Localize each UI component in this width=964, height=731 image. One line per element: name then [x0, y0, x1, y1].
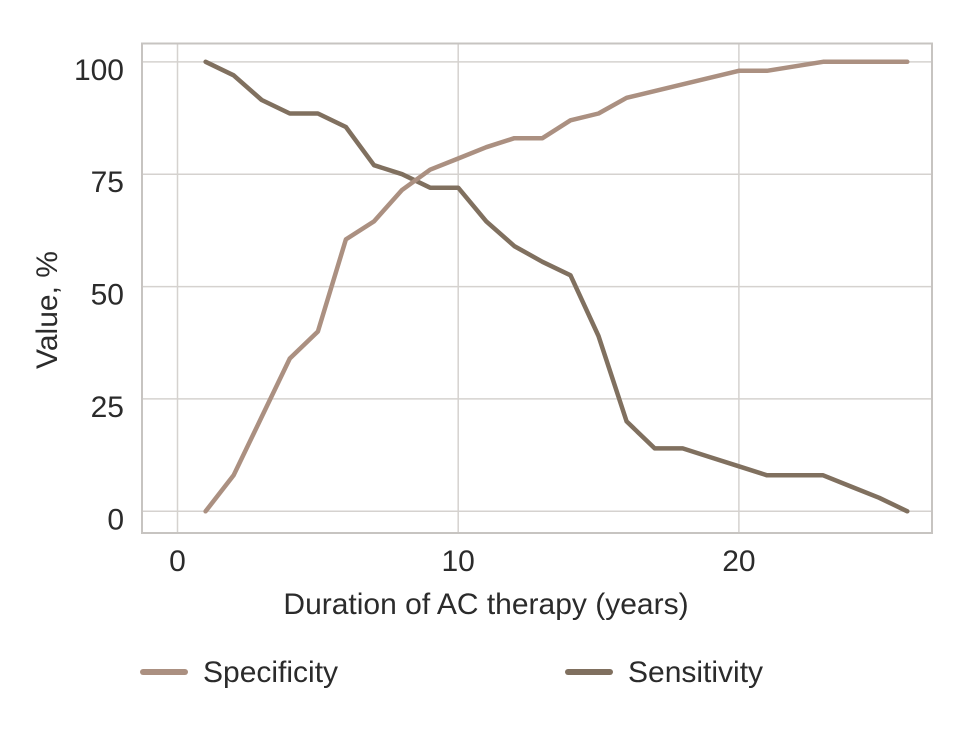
y-tick-label: 75: [91, 166, 124, 199]
x-tick-label: 20: [722, 545, 755, 578]
sensitivity-line: [203, 59, 910, 514]
legend-label-sensitivity: Sensitivity: [628, 656, 764, 689]
specificity-line-swatch-icon: [140, 669, 188, 675]
plot-border: [141, 42, 933, 534]
x-tick-label: 0: [169, 545, 186, 578]
y-tick-label: 100: [74, 54, 124, 87]
legend-label-specificity: Specificity: [203, 656, 339, 689]
x-axis-title: Duration of AC therapy (years): [283, 588, 689, 621]
y-tick-label: 25: [91, 391, 124, 424]
y-tick-label: 0: [107, 503, 124, 536]
sensitivity-line-swatch-icon: [565, 669, 613, 675]
y-tick-label: 50: [91, 279, 124, 312]
x-tick-label: 10: [442, 545, 475, 578]
y-axis-title: Value, %: [31, 251, 64, 369]
specificity-line: [203, 59, 910, 514]
